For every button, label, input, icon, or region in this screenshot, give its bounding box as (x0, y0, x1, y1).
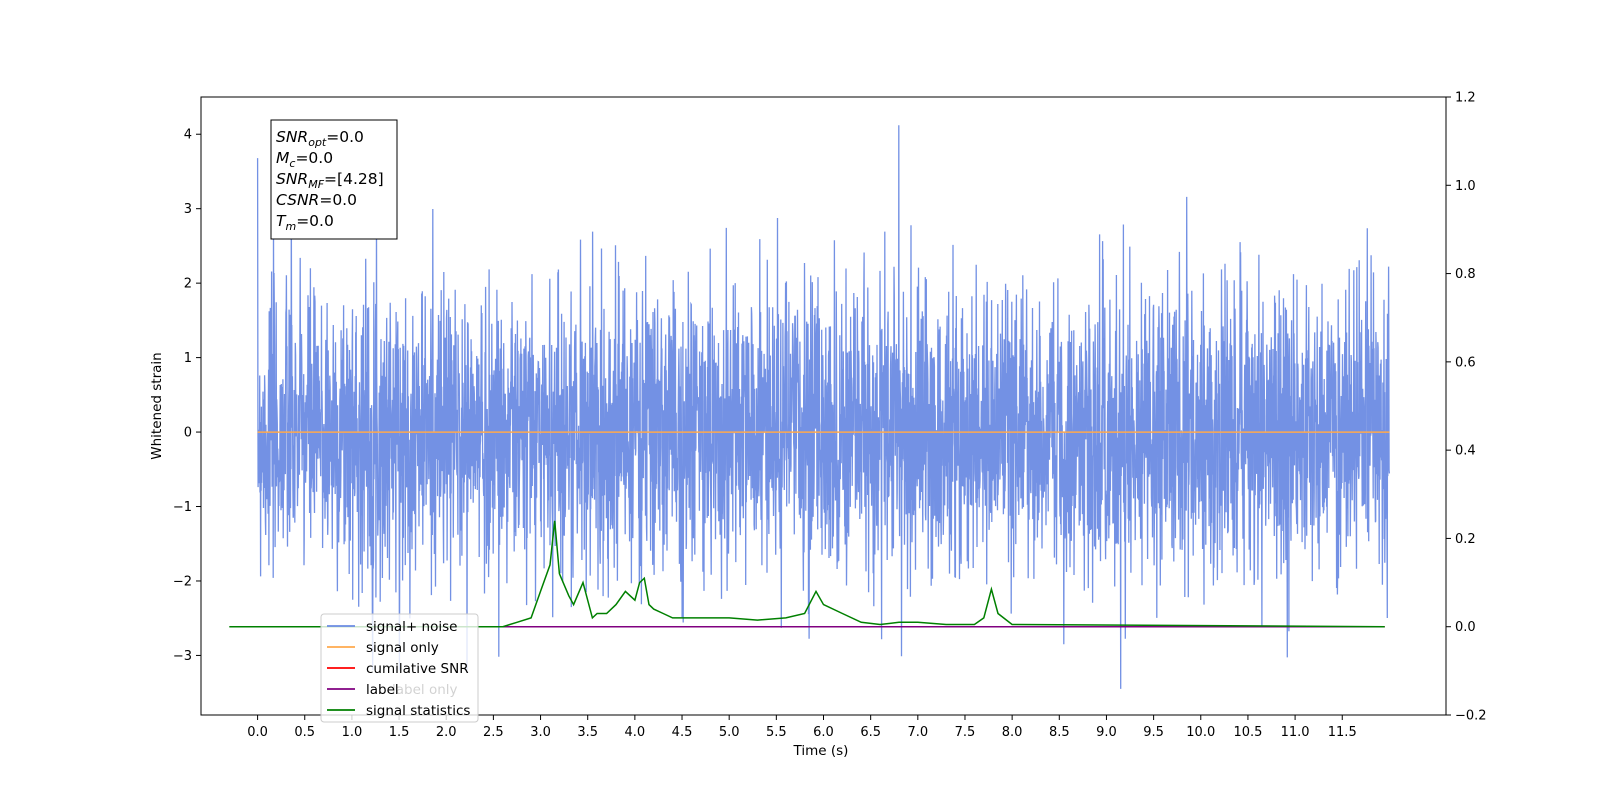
legend-entry: label (366, 682, 399, 698)
y-right-tick-label: 0.0 (1455, 620, 1476, 635)
info-box-line: SNRopt=0.0 (276, 128, 364, 149)
info-box-frame (270, 119, 398, 240)
x-tick-label: 5.5 (766, 725, 787, 740)
x-tick-label: 3.5 (577, 725, 598, 740)
info-box-line: Tm=0.0 (276, 212, 334, 233)
info-box-line: CSNR=0.0 (276, 191, 357, 209)
legend-entry: signal statistics (366, 703, 470, 719)
y-right-tick-label: 0.6 (1455, 355, 1476, 370)
x-tick-label: 1.5 (389, 725, 410, 740)
series-signal-noise (256, 125, 1391, 689)
legend-hidden-text: label only (392, 682, 458, 698)
x-tick-label: 8.5 (1049, 725, 1070, 740)
x-tick-label: 1.0 (342, 725, 363, 740)
x-tick-label: 4.0 (625, 725, 646, 740)
y-tick-label: 3 (184, 202, 192, 217)
y-right-tick-label: 0.4 (1455, 444, 1476, 459)
x-tick-label: 11.0 (1281, 725, 1310, 740)
x-tick-label: 4.5 (672, 725, 693, 740)
x-tick-label: 6.0 (813, 725, 834, 740)
y-tick-label: 1 (184, 351, 192, 366)
y-tick-label: 4 (184, 128, 192, 143)
info-box-line: Mc=0.0 (276, 149, 333, 170)
x-tick-label: 7.5 (955, 725, 976, 740)
legend: label only signal+ noise signal only cumila… (320, 613, 479, 723)
series-signal-statistics (229, 520, 1385, 628)
y-right-tick-label: 0.2 (1455, 532, 1476, 547)
y-right-tick-label: 1.2 (1455, 91, 1476, 106)
y-right-tick-label: 0.8 (1455, 267, 1476, 282)
y-right-tick-label: 1.0 (1455, 179, 1476, 194)
y-tick-label: −1 (173, 500, 192, 515)
x-tick-label: 5.0 (719, 725, 740, 740)
y-axis-label: Whitened strain (149, 352, 165, 459)
x-tick-label: 2.5 (483, 725, 504, 740)
info-box-line: SNRMF=[4.28] (276, 170, 384, 191)
legend-entry: signal+ noise (366, 619, 457, 635)
y-axis-right: −0.2 0.0 0.2 0.4 0.6 0.8 1.0 1.2 (1446, 91, 1487, 724)
x-tick-label: 9.5 (1143, 725, 1164, 740)
legend-entry: signal only (366, 640, 439, 656)
x-tick-label: 6.5 (860, 725, 881, 740)
x-tick-label: 3.0 (530, 725, 551, 740)
x-tick-label: 10.5 (1233, 725, 1262, 740)
y-tick-label: 0 (184, 426, 192, 441)
x-tick-label: 10.0 (1186, 725, 1215, 740)
x-tick-label: 0.5 (294, 725, 315, 740)
x-tick-label: 9.0 (1096, 725, 1117, 740)
y-axis-left: −3 −2 −1 0 1 2 3 4 (173, 128, 201, 664)
x-axis: 0.0 0.5 1.0 1.5 2.0 2.5 3.0 3.5 4.0 4.5 5.0 5.5 6.0 6… (247, 715, 1357, 740)
x-tick-label: 8.0 (1002, 725, 1023, 740)
y-tick-label: −2 (173, 574, 192, 589)
y-tick-label: 2 (184, 277, 192, 292)
x-tick-label: 0.0 (247, 725, 268, 740)
legend-frame (320, 613, 479, 723)
legend-entry: cumilative SNR (366, 661, 469, 677)
series-layer (229, 125, 1391, 689)
x-tick-label: 2.0 (436, 725, 457, 740)
y-right-tick-label: −0.2 (1455, 709, 1487, 724)
y-tick-label: −3 (173, 649, 192, 664)
x-tick-label: 11.5 (1328, 725, 1357, 740)
x-tick-label: 7.0 (907, 725, 928, 740)
x-axis-label: Time (s) (793, 743, 849, 759)
